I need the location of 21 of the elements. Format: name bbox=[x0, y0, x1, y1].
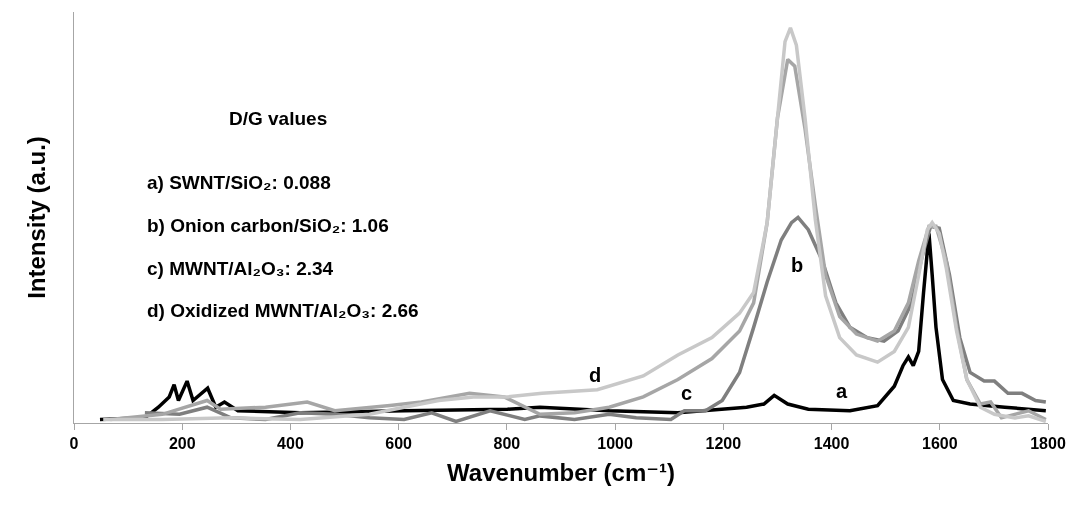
annotation: b) Onion carbon/SiO₂: 1.06 bbox=[147, 215, 389, 236]
x-tick-label: 800 bbox=[493, 435, 521, 453]
x-tick-label: 1400 bbox=[813, 435, 850, 453]
annotation: c) MWNT/Al₂O₃: 2.34 bbox=[147, 258, 334, 279]
annotation: d bbox=[589, 364, 602, 386]
annotation: d) Oxidized MWNT/Al₂O₃: 2.66 bbox=[147, 300, 419, 321]
annotation: b bbox=[791, 254, 804, 276]
x-tick-label: 0 bbox=[69, 435, 79, 453]
annotation: a) SWNT/SiO₂: 0.088 bbox=[147, 172, 331, 193]
annotation: a bbox=[836, 380, 848, 402]
x-tick-label: 1600 bbox=[921, 435, 958, 453]
annotation: c bbox=[681, 382, 693, 404]
x-tick-label: 1800 bbox=[1030, 435, 1066, 453]
x-tick-label: 1000 bbox=[597, 435, 634, 453]
x-tick-label: 400 bbox=[277, 435, 304, 453]
x-tick-label: 200 bbox=[168, 435, 196, 453]
annotation: D/G values bbox=[229, 108, 328, 129]
x-tick-label: 600 bbox=[385, 435, 413, 453]
x-axis-title: Wavenumber (cm⁻¹) bbox=[447, 458, 675, 486]
x-tick-label: 1200 bbox=[705, 435, 742, 453]
y-axis-title: Intensity (a.u.) bbox=[23, 136, 51, 299]
